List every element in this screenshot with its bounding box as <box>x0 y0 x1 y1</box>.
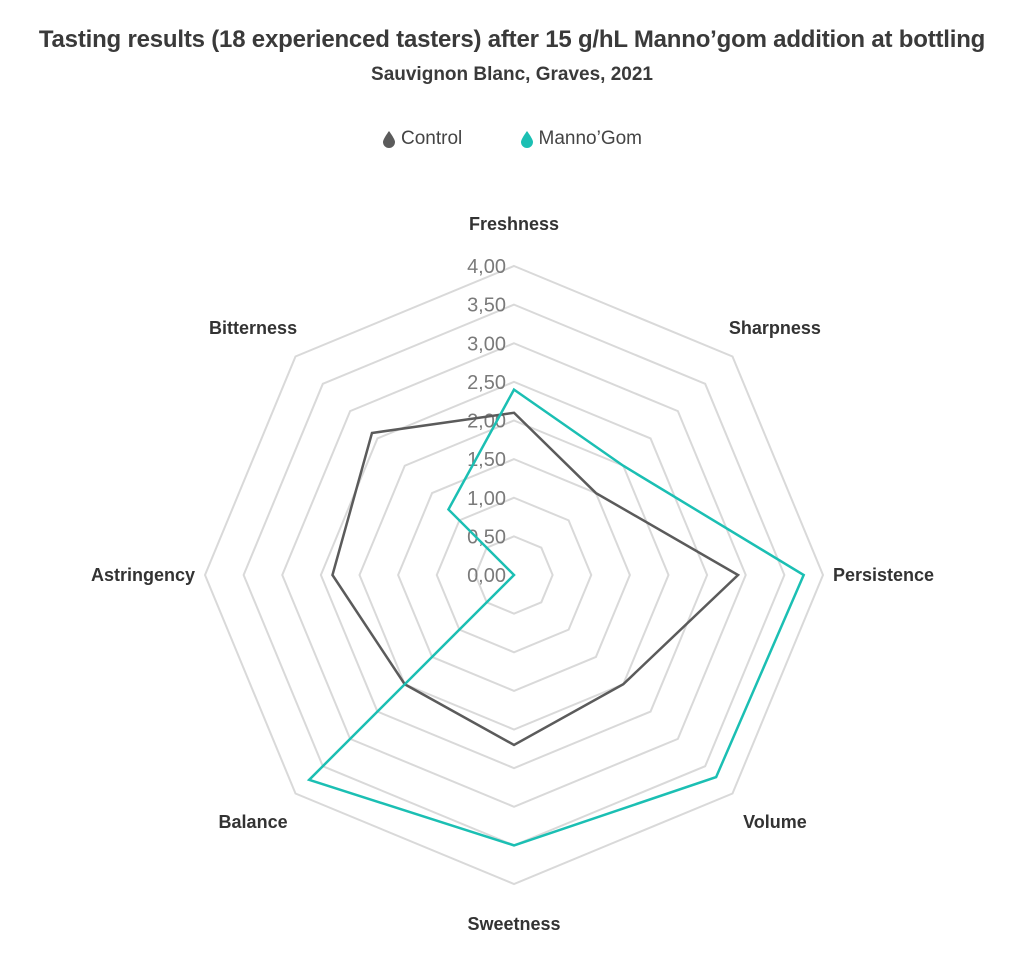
axis-label-bitterness: Bitterness <box>209 318 297 338</box>
axis-label-persistence: Persistence <box>833 565 934 585</box>
chart-subtitle: Sauvignon Blanc, Graves, 2021 <box>371 64 653 85</box>
tick-label: 2,50 <box>467 372 506 394</box>
tick-label: 0,00 <box>467 565 506 587</box>
legend-item-mannogom: Manno’Gom <box>520 128 643 150</box>
tick-label: 0,50 <box>467 526 506 548</box>
legend-label-control: Control <box>400 128 463 149</box>
axis-label-sweetness: Sweetness <box>467 914 560 934</box>
tick-label: 3,00 <box>467 333 506 355</box>
radar-series <box>306 387 806 847</box>
series-line-control <box>331 411 741 747</box>
tick-label: 4,00 <box>467 256 506 278</box>
radar-tick-labels: 0,000,501,001,502,002,503,003,504,00 <box>467 256 506 587</box>
axis-label-volume: Volume <box>743 812 807 832</box>
chart-title: Tasting results (18 experienced tasters)… <box>38 26 986 53</box>
tick-label: 3,50 <box>467 295 506 317</box>
axis-label-freshness: Freshness <box>469 214 559 234</box>
tick-label: 1,50 <box>467 449 506 471</box>
grid-ring <box>203 264 825 886</box>
axis-label-astringency: Astringency <box>91 565 195 585</box>
axis-label-sharpness: Sharpness <box>729 318 821 338</box>
legend: Control Manno’Gom <box>0 128 1024 154</box>
grid-ring <box>397 458 631 692</box>
grid-ring <box>435 496 593 654</box>
grid-ring <box>281 342 747 808</box>
mannogom-drop-icon <box>520 131 533 148</box>
control-drop-icon <box>382 131 395 148</box>
tick-label: 1,00 <box>467 488 506 510</box>
grid-ring <box>358 419 670 731</box>
axis-label-balance: Balance <box>219 812 288 832</box>
legend-item-control: Control <box>382 128 462 150</box>
series-line-manno-gom <box>306 387 806 847</box>
legend-label-mannogom: Manno’Gom <box>538 128 643 149</box>
radar-axis-labels: Freshness Sharpness Persistence Volume Sweet… <box>91 214 934 934</box>
grid-ring <box>474 535 554 615</box>
